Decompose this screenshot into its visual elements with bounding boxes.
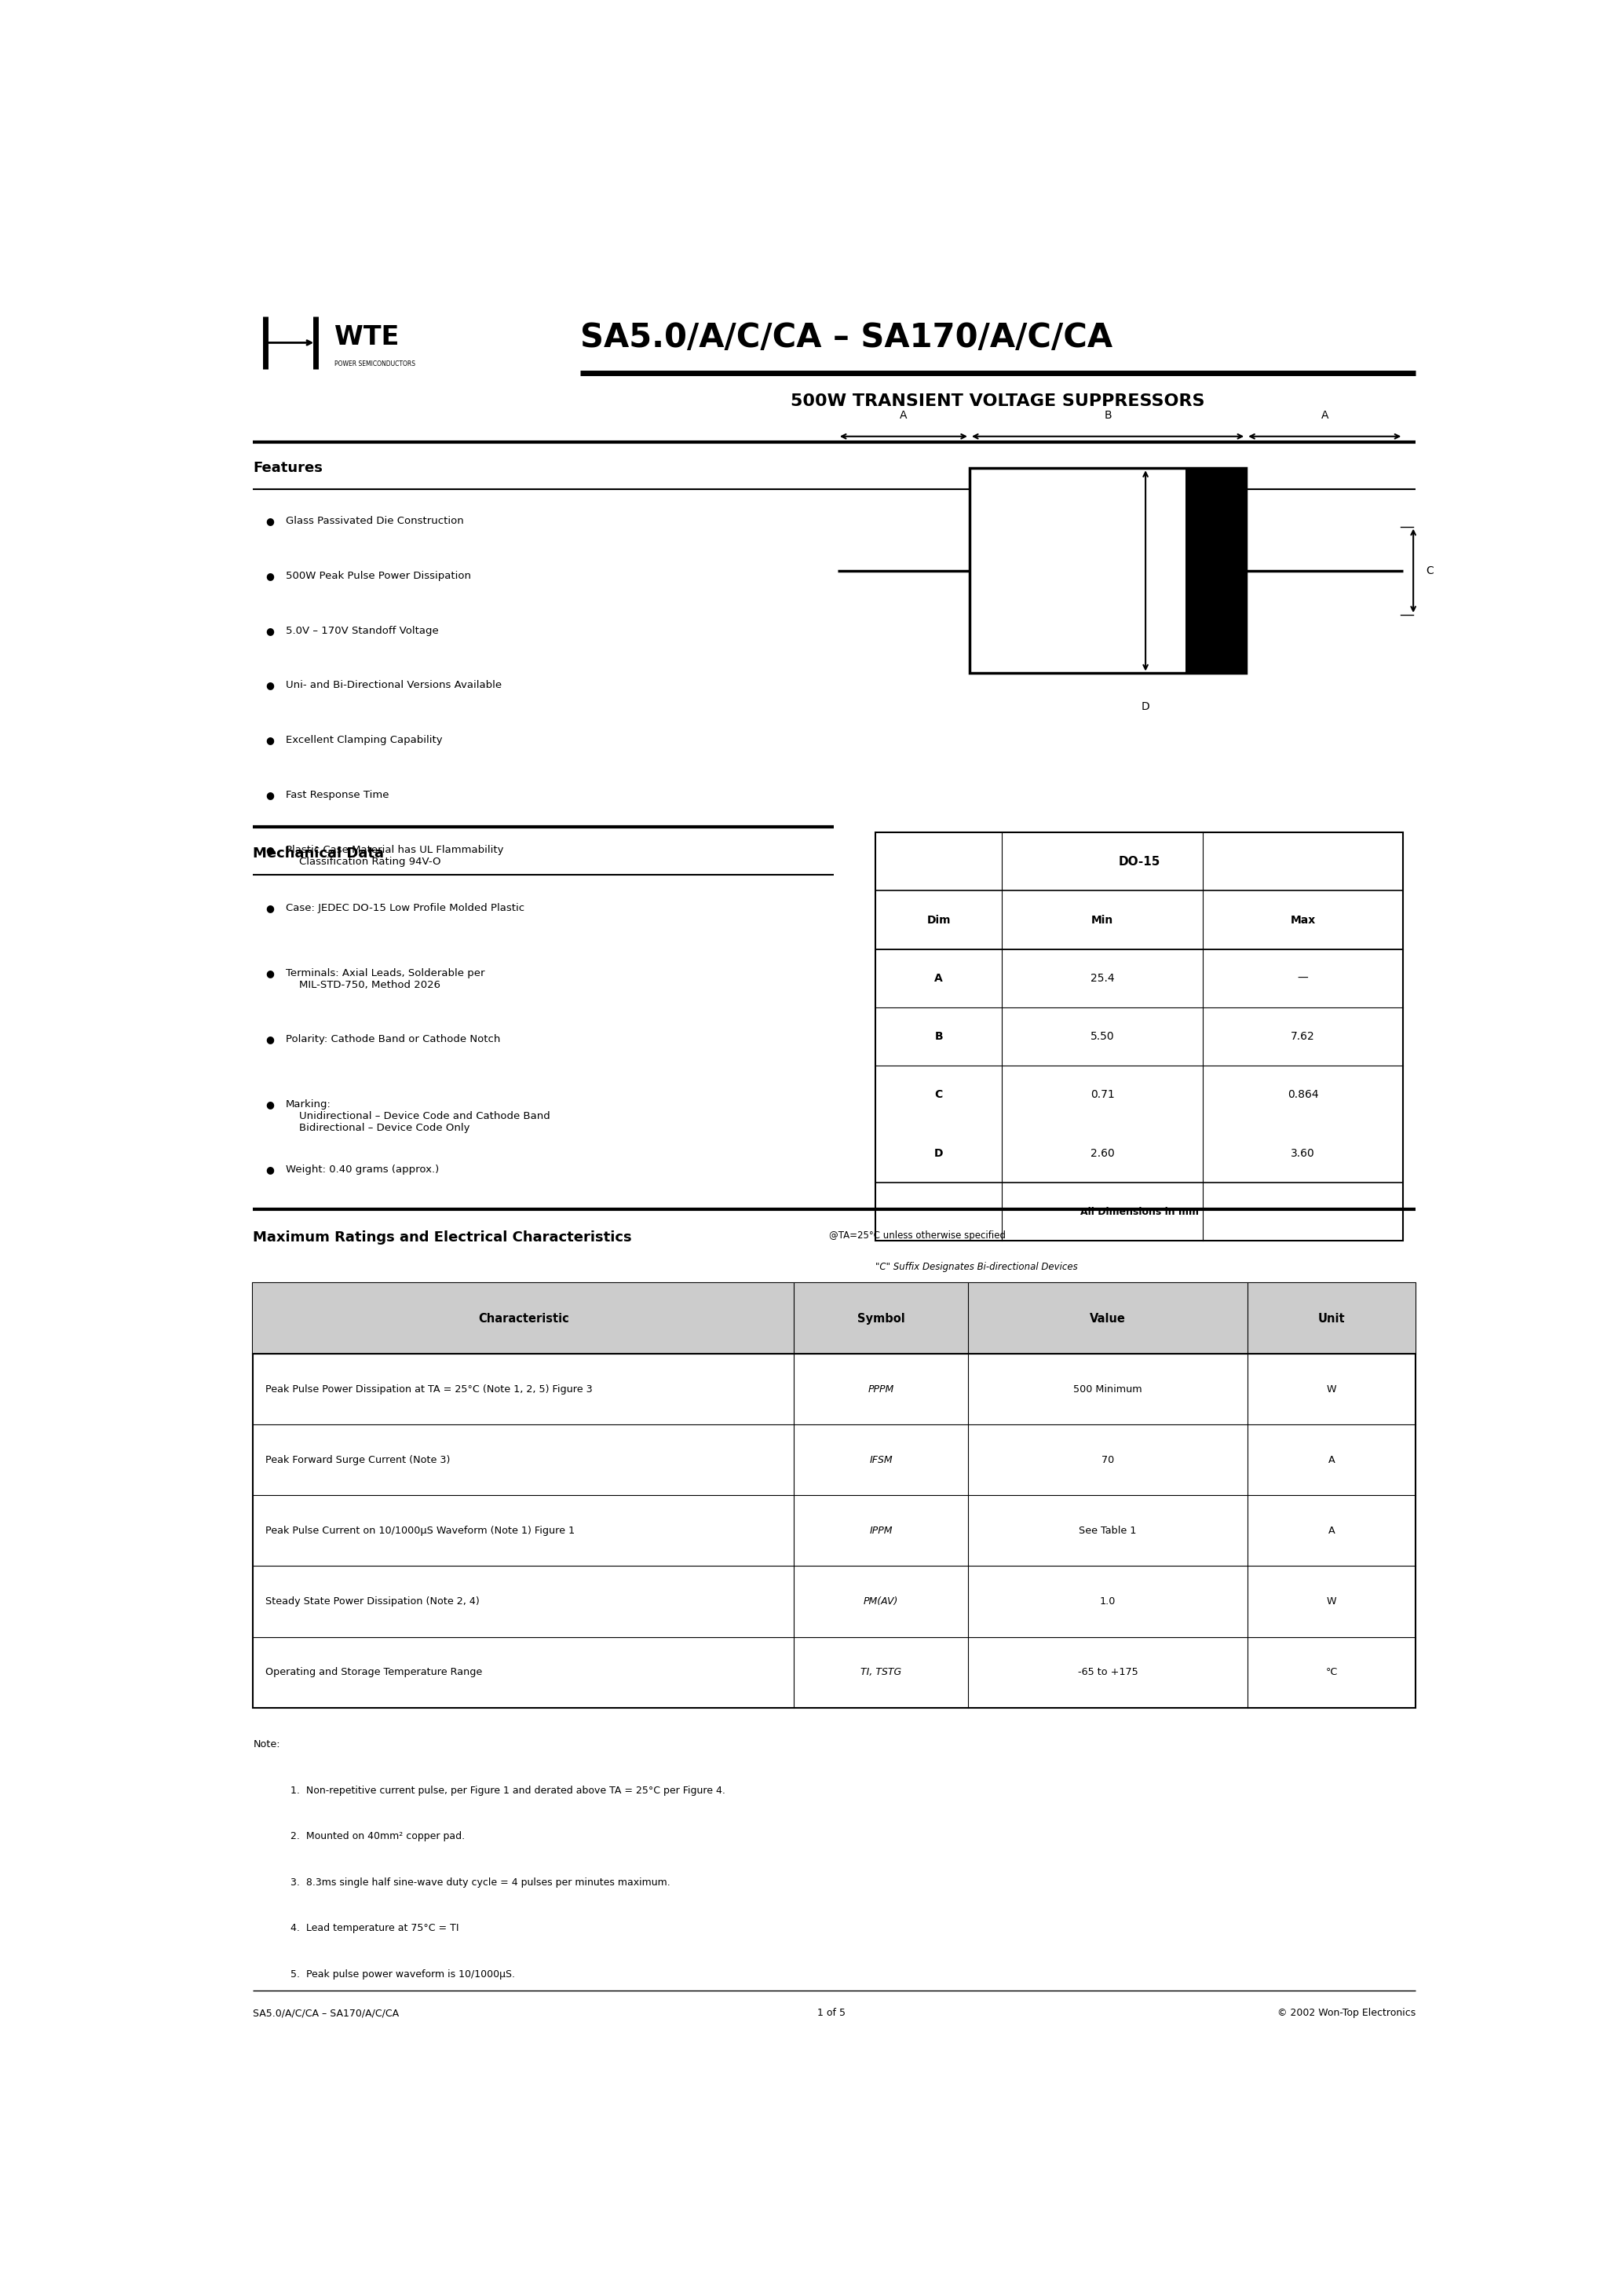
Text: ●: ● bbox=[266, 969, 274, 978]
Text: °C: °C bbox=[1325, 1667, 1338, 1678]
Text: B: B bbox=[1105, 409, 1111, 420]
Text: POWER SEMICONDUCTORS: POWER SEMICONDUCTORS bbox=[334, 360, 415, 367]
Text: ●: ● bbox=[266, 735, 274, 746]
Text: 5.0V – 170V Standoff Voltage: 5.0V – 170V Standoff Voltage bbox=[285, 625, 438, 636]
Text: ●: ● bbox=[266, 680, 274, 691]
Text: D: D bbox=[1142, 703, 1150, 712]
Text: ●: ● bbox=[266, 625, 274, 636]
Text: IFSM: IFSM bbox=[869, 1456, 892, 1465]
Text: ●: ● bbox=[266, 572, 274, 581]
Bar bbox=[253, 1283, 1416, 1355]
Text: Uni- and Bi-Directional Versions Available: Uni- and Bi-Directional Versions Availab… bbox=[285, 680, 501, 691]
Text: "A" Suffix Designates 5% Tolerance Devices: "A" Suffix Designates 5% Tolerance Devic… bbox=[876, 1302, 1079, 1311]
Text: 1 of 5: 1 of 5 bbox=[817, 2009, 845, 2018]
Text: © 2002 Won-Top Electronics: © 2002 Won-Top Electronics bbox=[1278, 2009, 1416, 2018]
Text: PPPM: PPPM bbox=[868, 1384, 894, 1394]
Text: Operating and Storage Temperature Range: Operating and Storage Temperature Range bbox=[266, 1667, 482, 1678]
Text: ●: ● bbox=[266, 845, 274, 854]
Text: A: A bbox=[1328, 1525, 1335, 1536]
Text: Mechanical Data: Mechanical Data bbox=[253, 847, 384, 861]
Text: Note:: Note: bbox=[253, 1740, 281, 1750]
Text: A: A bbox=[900, 409, 907, 420]
Text: Max: Max bbox=[1289, 914, 1315, 925]
Text: 500 Minimum: 500 Minimum bbox=[1074, 1384, 1142, 1394]
Text: B: B bbox=[934, 1031, 942, 1042]
Text: DO-15: DO-15 bbox=[1118, 856, 1160, 868]
Text: ●: ● bbox=[266, 1164, 274, 1176]
Text: 0.864: 0.864 bbox=[1288, 1091, 1319, 1100]
Text: C: C bbox=[934, 1091, 942, 1100]
Text: 5.  Peak pulse power waveform is 10/1000μS.: 5. Peak pulse power waveform is 10/1000μ… bbox=[290, 1970, 516, 1979]
Text: 1.0: 1.0 bbox=[1100, 1596, 1116, 1607]
Text: TI, TSTG: TI, TSTG bbox=[860, 1667, 902, 1678]
Text: Case: JEDEC DO-15 Low Profile Molded Plastic: Case: JEDEC DO-15 Low Profile Molded Pla… bbox=[285, 902, 524, 914]
Text: 2.60: 2.60 bbox=[1090, 1148, 1114, 1159]
Text: 1.  Non-repetitive current pulse, per Figure 1 and derated above TA = 25°C per F: 1. Non-repetitive current pulse, per Fig… bbox=[290, 1786, 725, 1795]
Text: 70: 70 bbox=[1101, 1456, 1114, 1465]
Text: W: W bbox=[1327, 1596, 1337, 1607]
Text: Fast Response Time: Fast Response Time bbox=[285, 790, 389, 801]
Text: Min: Min bbox=[1092, 914, 1113, 925]
Text: W: W bbox=[1327, 1384, 1337, 1394]
Text: 500W Peak Pulse Power Dissipation: 500W Peak Pulse Power Dissipation bbox=[285, 572, 470, 581]
Text: See Table 1: See Table 1 bbox=[1079, 1525, 1137, 1536]
Text: Unit: Unit bbox=[1319, 1313, 1345, 1325]
Text: 500W TRANSIENT VOLTAGE SUPPRESSORS: 500W TRANSIENT VOLTAGE SUPPRESSORS bbox=[792, 393, 1205, 409]
Text: Polarity: Cathode Band or Cathode Notch: Polarity: Cathode Band or Cathode Notch bbox=[285, 1033, 500, 1045]
Text: Excellent Clamping Capability: Excellent Clamping Capability bbox=[285, 735, 443, 746]
Text: ●: ● bbox=[266, 1033, 274, 1045]
Text: Dim: Dim bbox=[926, 914, 950, 925]
Text: 3.  8.3ms single half sine-wave duty cycle = 4 pulses per minutes maximum.: 3. 8.3ms single half sine-wave duty cycl… bbox=[290, 1878, 670, 1887]
Text: Marking:
    Unidirectional – Device Code and Cathode Band
    Bidirectional – D: Marking: Unidirectional – Device Code an… bbox=[285, 1100, 550, 1134]
Text: All Dimensions in mm: All Dimensions in mm bbox=[1080, 1205, 1199, 1217]
Bar bbox=[970, 468, 1246, 673]
Text: 2.  Mounted on 40mm² copper pad.: 2. Mounted on 40mm² copper pad. bbox=[290, 1832, 466, 1841]
Text: A: A bbox=[934, 974, 942, 983]
Text: -65 to +175: -65 to +175 bbox=[1077, 1667, 1137, 1678]
Text: D: D bbox=[934, 1148, 942, 1159]
Text: 4.  Lead temperature at 75°C = TI: 4. Lead temperature at 75°C = TI bbox=[290, 1924, 459, 1933]
Text: 7.62: 7.62 bbox=[1291, 1031, 1315, 1042]
Text: ●: ● bbox=[266, 902, 274, 914]
Text: Maximum Ratings and Electrical Characteristics: Maximum Ratings and Electrical Character… bbox=[253, 1231, 633, 1244]
Text: SA5.0/A/C/CA – SA170/A/C/CA: SA5.0/A/C/CA – SA170/A/C/CA bbox=[581, 321, 1113, 354]
Text: Characteristic: Characteristic bbox=[478, 1313, 569, 1325]
Text: Steady State Power Dissipation (Note 2, 4): Steady State Power Dissipation (Note 2, … bbox=[266, 1596, 480, 1607]
Text: C: C bbox=[1426, 565, 1434, 576]
Text: Glass Passivated Die Construction: Glass Passivated Die Construction bbox=[285, 517, 464, 526]
Text: Symbol: Symbol bbox=[856, 1313, 905, 1325]
Text: Value: Value bbox=[1090, 1313, 1126, 1325]
Bar bbox=[876, 833, 1403, 1240]
Text: "C" Suffix Designates Bi-directional Devices: "C" Suffix Designates Bi-directional Dev… bbox=[876, 1263, 1077, 1272]
Text: Weight: 0.40 grams (approx.): Weight: 0.40 grams (approx.) bbox=[285, 1164, 440, 1176]
Bar bbox=[1186, 468, 1246, 673]
Text: ●: ● bbox=[266, 790, 274, 801]
Text: ●: ● bbox=[266, 1100, 274, 1109]
Text: Terminals: Axial Leads, Solderable per
    MIL-STD-750, Method 2026: Terminals: Axial Leads, Solderable per M… bbox=[285, 969, 485, 990]
Text: WTE: WTE bbox=[334, 324, 399, 351]
Text: 25.4: 25.4 bbox=[1090, 974, 1114, 983]
Text: SA5.0/A/C/CA – SA170/A/C/CA: SA5.0/A/C/CA – SA170/A/C/CA bbox=[253, 2009, 399, 2018]
Text: 5.50: 5.50 bbox=[1090, 1031, 1114, 1042]
Text: —: — bbox=[1298, 974, 1309, 983]
Bar bbox=[253, 1283, 1416, 1708]
Text: A: A bbox=[1320, 409, 1328, 420]
Text: Peak Pulse Current on 10/1000μS Waveform (Note 1) Figure 1: Peak Pulse Current on 10/1000μS Waveform… bbox=[266, 1525, 576, 1536]
Text: A: A bbox=[1328, 1456, 1335, 1465]
Text: Plastic Case Material has UL Flammability
    Classification Rating 94V-O: Plastic Case Material has UL Flammabilit… bbox=[285, 845, 503, 868]
Text: IPPM: IPPM bbox=[869, 1525, 892, 1536]
Text: No Suffix Designates 10% Tolerance Devices: No Suffix Designates 10% Tolerance Devic… bbox=[876, 1341, 1082, 1350]
Text: Peak Pulse Power Dissipation at TA = 25°C (Note 1, 2, 5) Figure 3: Peak Pulse Power Dissipation at TA = 25°… bbox=[266, 1384, 592, 1394]
Text: @TA=25°C unless otherwise specified: @TA=25°C unless otherwise specified bbox=[829, 1231, 1006, 1240]
Text: 3.60: 3.60 bbox=[1291, 1148, 1315, 1159]
Text: Peak Forward Surge Current (Note 3): Peak Forward Surge Current (Note 3) bbox=[266, 1456, 451, 1465]
Text: PM(AV): PM(AV) bbox=[863, 1596, 899, 1607]
Text: 0.71: 0.71 bbox=[1090, 1091, 1114, 1100]
Text: ●: ● bbox=[266, 517, 274, 526]
Text: Features: Features bbox=[253, 461, 323, 475]
